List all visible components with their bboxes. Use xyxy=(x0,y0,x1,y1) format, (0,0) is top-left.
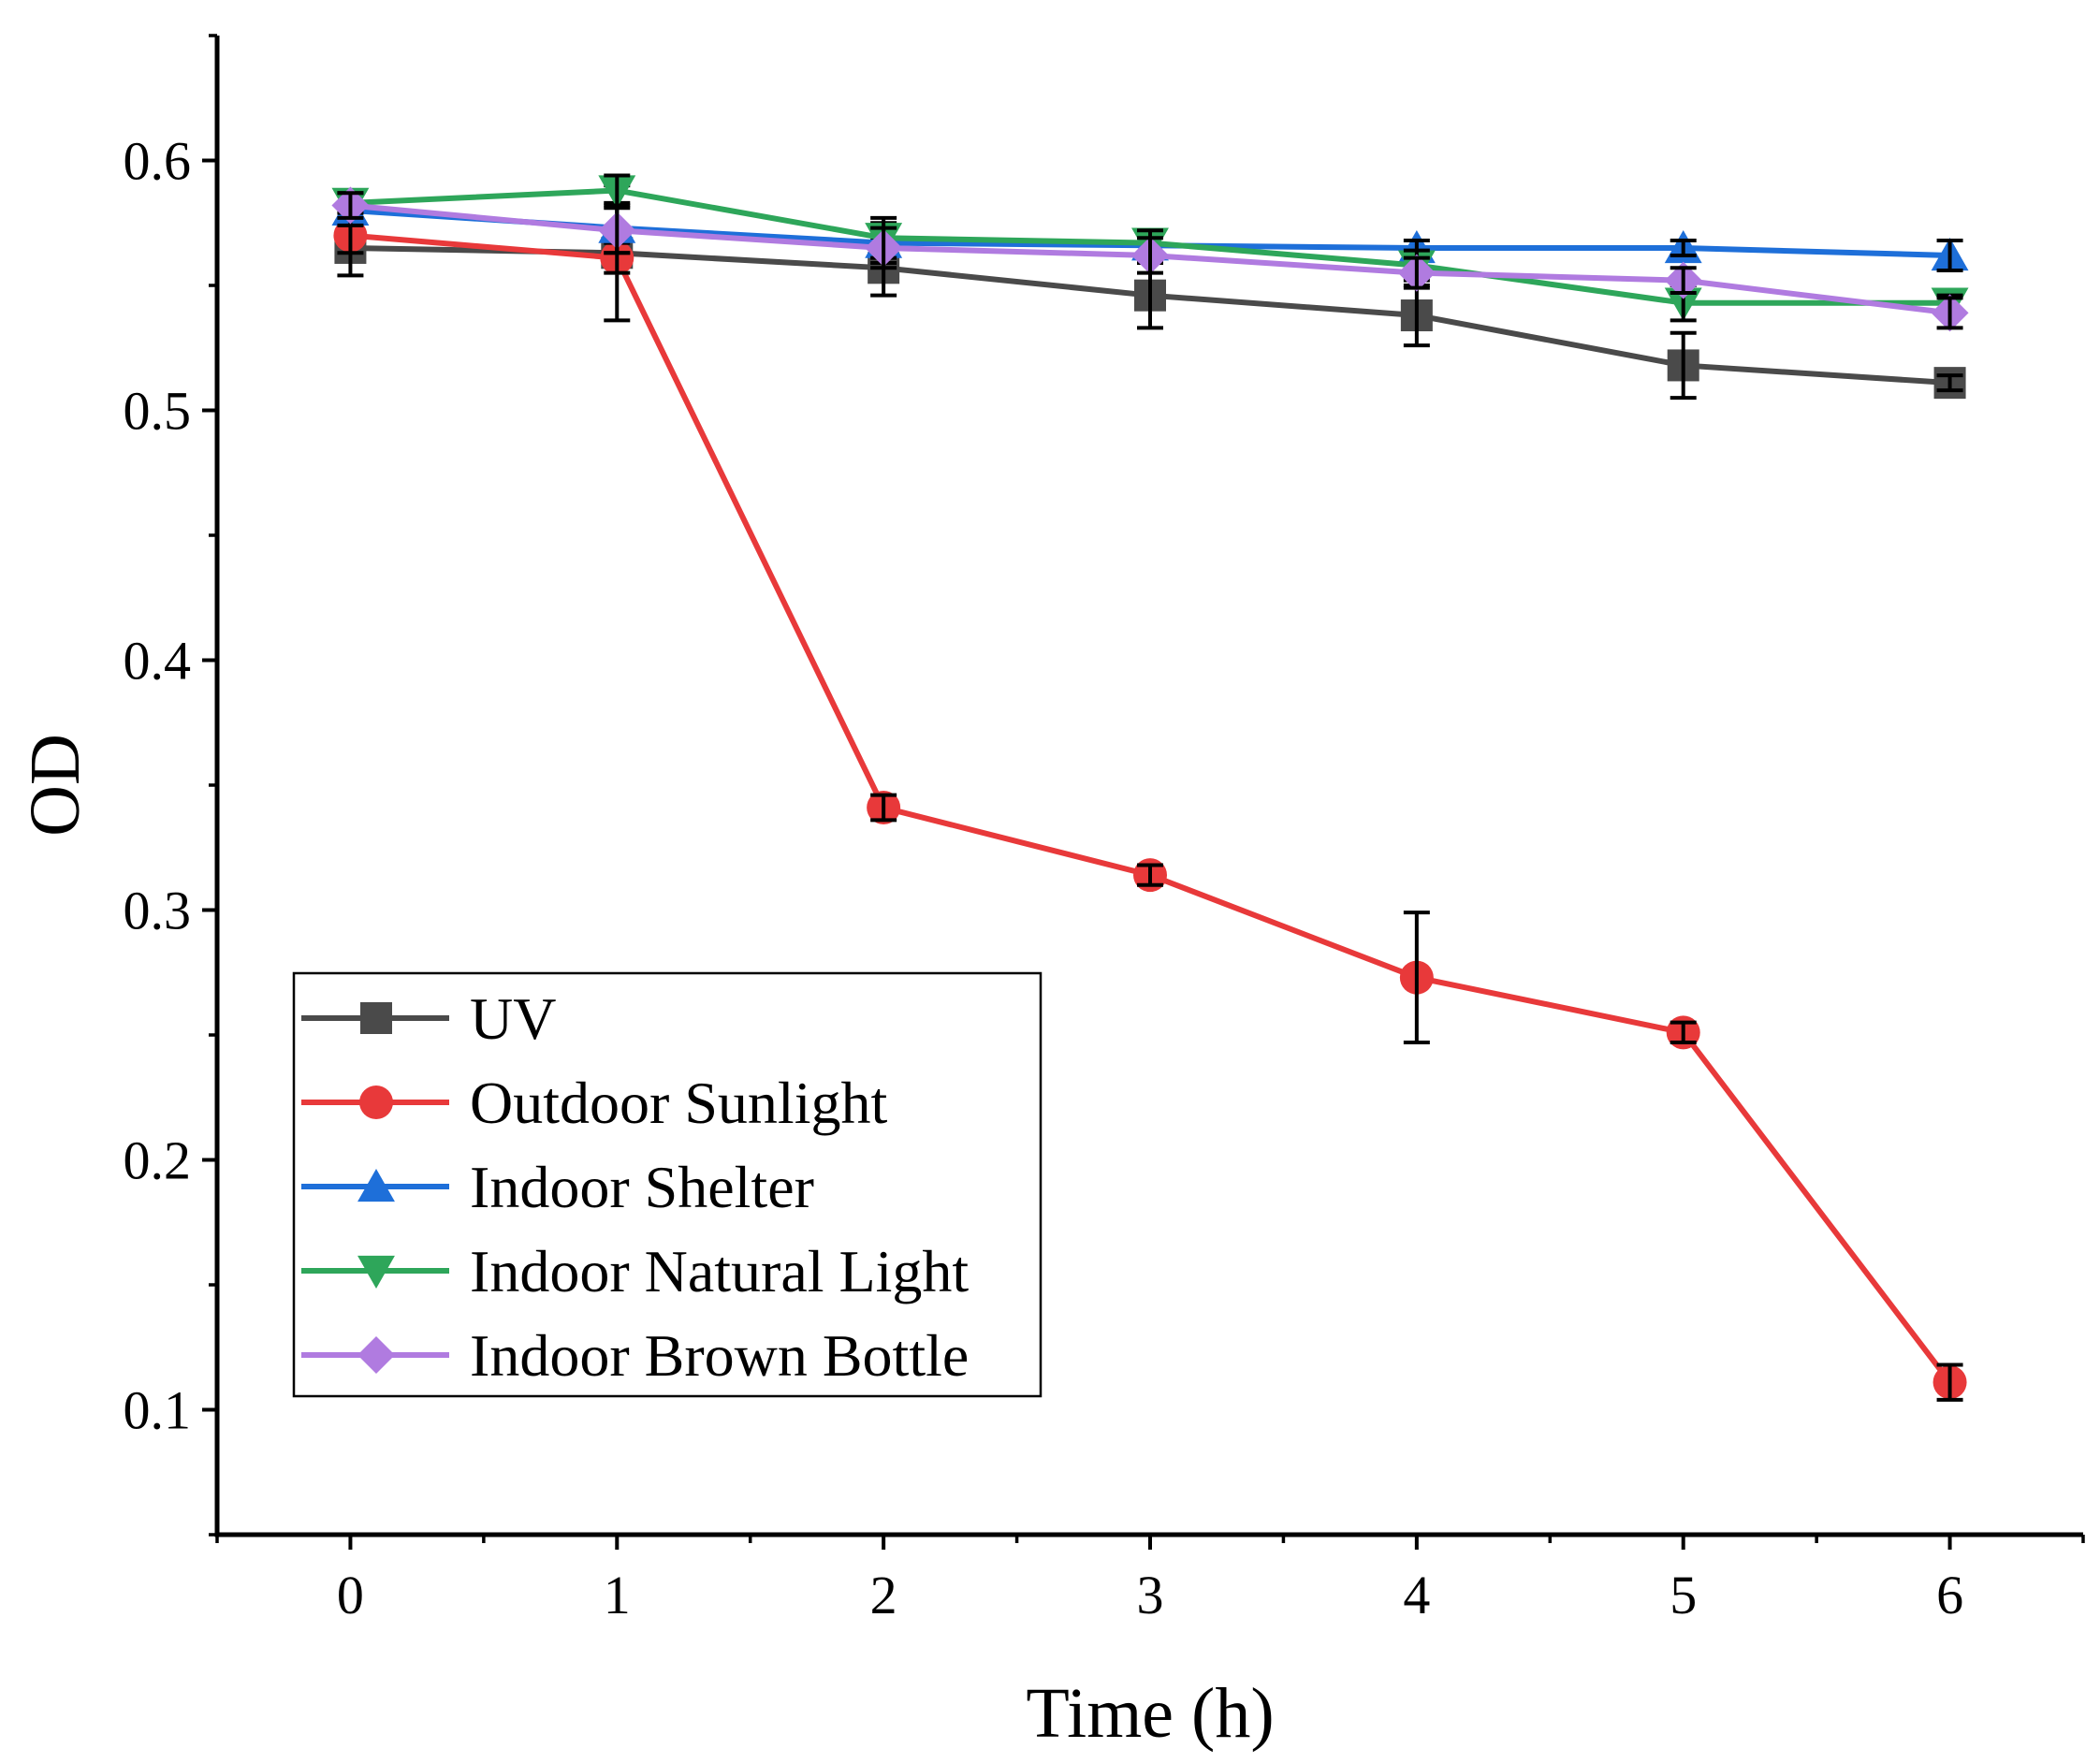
y-tick-label: 0.3 xyxy=(124,881,192,941)
series-uv xyxy=(334,183,1966,401)
legend-label: Indoor Brown Bottle xyxy=(470,1322,969,1389)
legend: UV Outdoor Sunlight Indoor Shelter Indoor N… xyxy=(292,971,1043,1398)
x-tick-label: 5 xyxy=(1670,1565,1697,1625)
legend-item-indoor-brown-bottle: Indoor Brown Bottle xyxy=(301,1322,969,1389)
x-tick-label: 6 xyxy=(1936,1565,1963,1625)
legend-marker xyxy=(357,1336,395,1374)
x-tick-label: 3 xyxy=(1137,1565,1164,1625)
legend-marker xyxy=(360,1002,392,1034)
y-tick-label: 0.5 xyxy=(124,381,192,442)
legend-items: UV Outdoor Sunlight Indoor Shelter Indoor N… xyxy=(301,985,969,1389)
y-tick-label: 0.1 xyxy=(124,1380,192,1441)
series-indoor-brown-bottle xyxy=(331,186,1969,332)
legend-marker xyxy=(357,1255,395,1289)
legend-label: UV xyxy=(470,985,556,1052)
legend-marker xyxy=(359,1085,393,1119)
legend-marker xyxy=(357,1169,395,1202)
y-tick-label: 0.6 xyxy=(124,131,192,192)
legend-label: Outdoor Sunlight xyxy=(470,1070,887,1136)
x-tick-label: 4 xyxy=(1403,1565,1430,1625)
legend-item-indoor-shelter: Indoor Shelter xyxy=(301,1154,814,1220)
x-tick-label: 2 xyxy=(870,1565,897,1625)
axes: 0.1 0.2 0.3 0.4 0.5 0.6 0 1 2 3 4 5 6 xyxy=(124,34,2085,1625)
x-tick-label: 1 xyxy=(604,1565,631,1625)
x-ticks: 0 1 2 3 4 5 6 xyxy=(215,1535,2085,1625)
legend-label: Indoor Natural Light xyxy=(470,1238,969,1304)
y-axis-title: OD xyxy=(16,734,95,837)
legend-item-outdoor-sunlight: Outdoor Sunlight xyxy=(301,1070,887,1136)
x-axis-title: Time (h) xyxy=(1026,1674,1274,1753)
series-outdoor-sunlight xyxy=(333,215,1967,1402)
legend-item-uv: UV xyxy=(301,985,556,1052)
y-tick-label: 0.4 xyxy=(124,631,192,692)
y-ticks: 0.1 0.2 0.3 0.4 0.5 0.6 xyxy=(124,34,217,1537)
series-layer xyxy=(331,173,1969,1402)
legend-item-indoor-natural-light: Indoor Natural Light xyxy=(301,1238,969,1304)
legend-label: Indoor Shelter xyxy=(470,1154,814,1220)
x-tick-label: 0 xyxy=(337,1565,364,1625)
y-tick-label: 0.2 xyxy=(124,1130,192,1191)
